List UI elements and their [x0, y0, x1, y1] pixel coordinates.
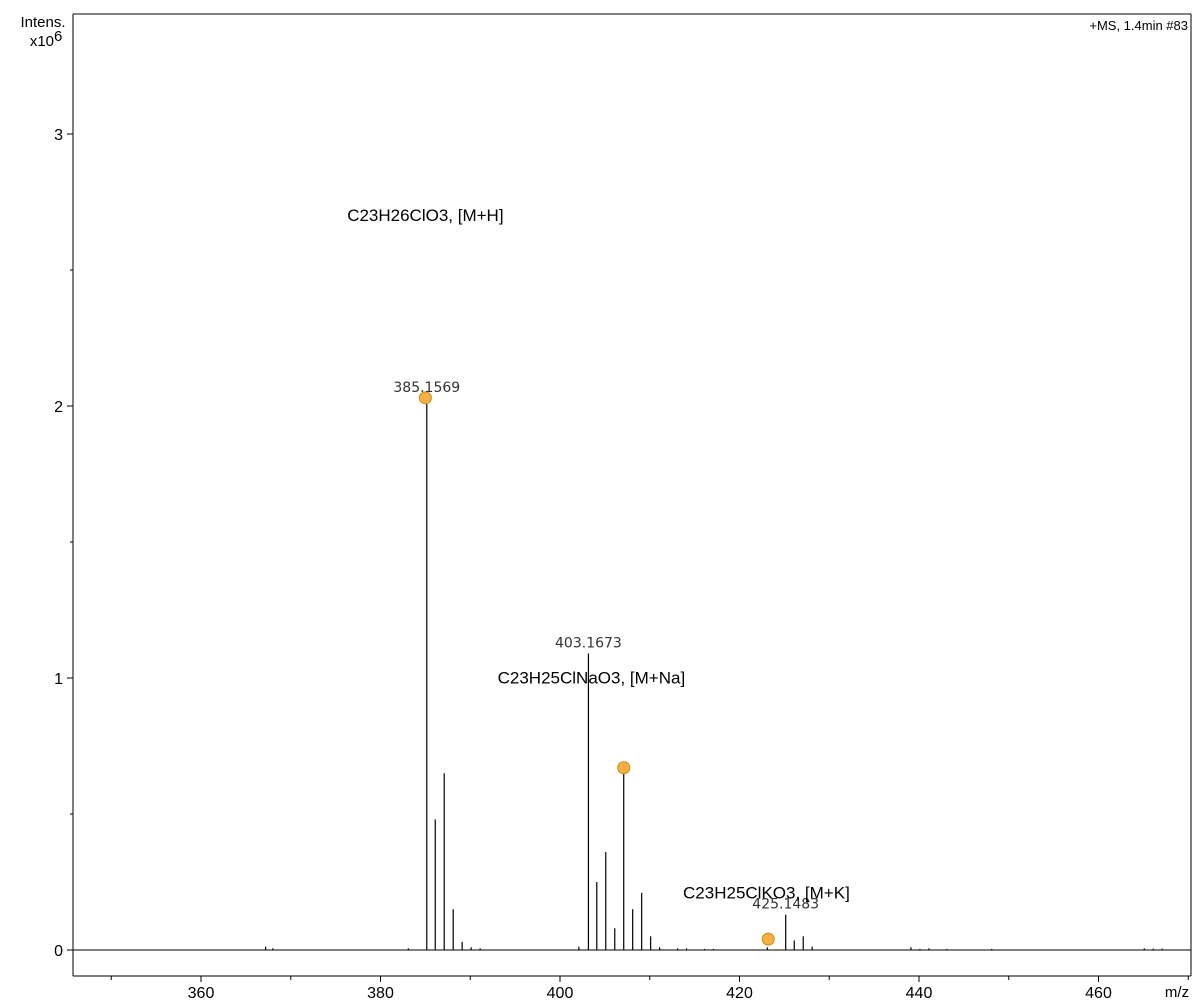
scan-info-label: +MS, 1.4min #83 [1089, 18, 1188, 33]
formula-annotation: C23H26ClO3, [M+H] [347, 206, 503, 225]
x-tick-label: 380 [367, 985, 394, 1002]
peak-mass-label: 385.1569 [393, 380, 460, 396]
y-tick-label: 2 [54, 399, 63, 416]
x-tick-label: 460 [1085, 985, 1112, 1002]
y-tick-label: 1 [54, 671, 63, 688]
y-axis-title: Intens. [20, 14, 65, 31]
isotope-pattern-marker [761, 932, 775, 946]
x-axis-title: m/z [1165, 984, 1189, 1001]
spectrum-peaks [265, 397, 1163, 950]
formula-annotations: C23H26ClO3, [M+H] C23H25ClNaO3, [M+Na] C23… [347, 206, 850, 902]
y-tick-label: 0 [54, 943, 63, 960]
formula-annotation: C23H25ClNaO3, [M+Na] [498, 668, 686, 687]
peak-mass-label: 403.1673 [555, 636, 622, 652]
y-axis-ticks: 0 1 2 3 [54, 127, 73, 960]
isotope-markers [418, 391, 775, 946]
x-tick-label: 420 [726, 985, 753, 1002]
peak-mass-labels: 385.1569 403.1673 425.1483 [393, 380, 819, 913]
plot-frame [72, 13, 1192, 977]
x-axis-ticks: 360 380 400 420 440 460 [110, 976, 1189, 1002]
isotope-pattern-marker [617, 761, 631, 775]
x-tick-label: 440 [906, 985, 933, 1002]
y-axis-multiplier: x10 [30, 33, 54, 50]
peak-mass-label: 425.1483 [752, 897, 819, 913]
y-tick-label: 3 [54, 127, 63, 144]
y-axis-multiplier-exponent: 6 [54, 28, 62, 45]
formula-annotation: C23H25ClKO3, [M+K] [683, 883, 850, 902]
x-tick-label: 360 [188, 985, 215, 1002]
isotope-pattern-marker [418, 391, 432, 405]
x-tick-label: 400 [547, 985, 574, 1002]
